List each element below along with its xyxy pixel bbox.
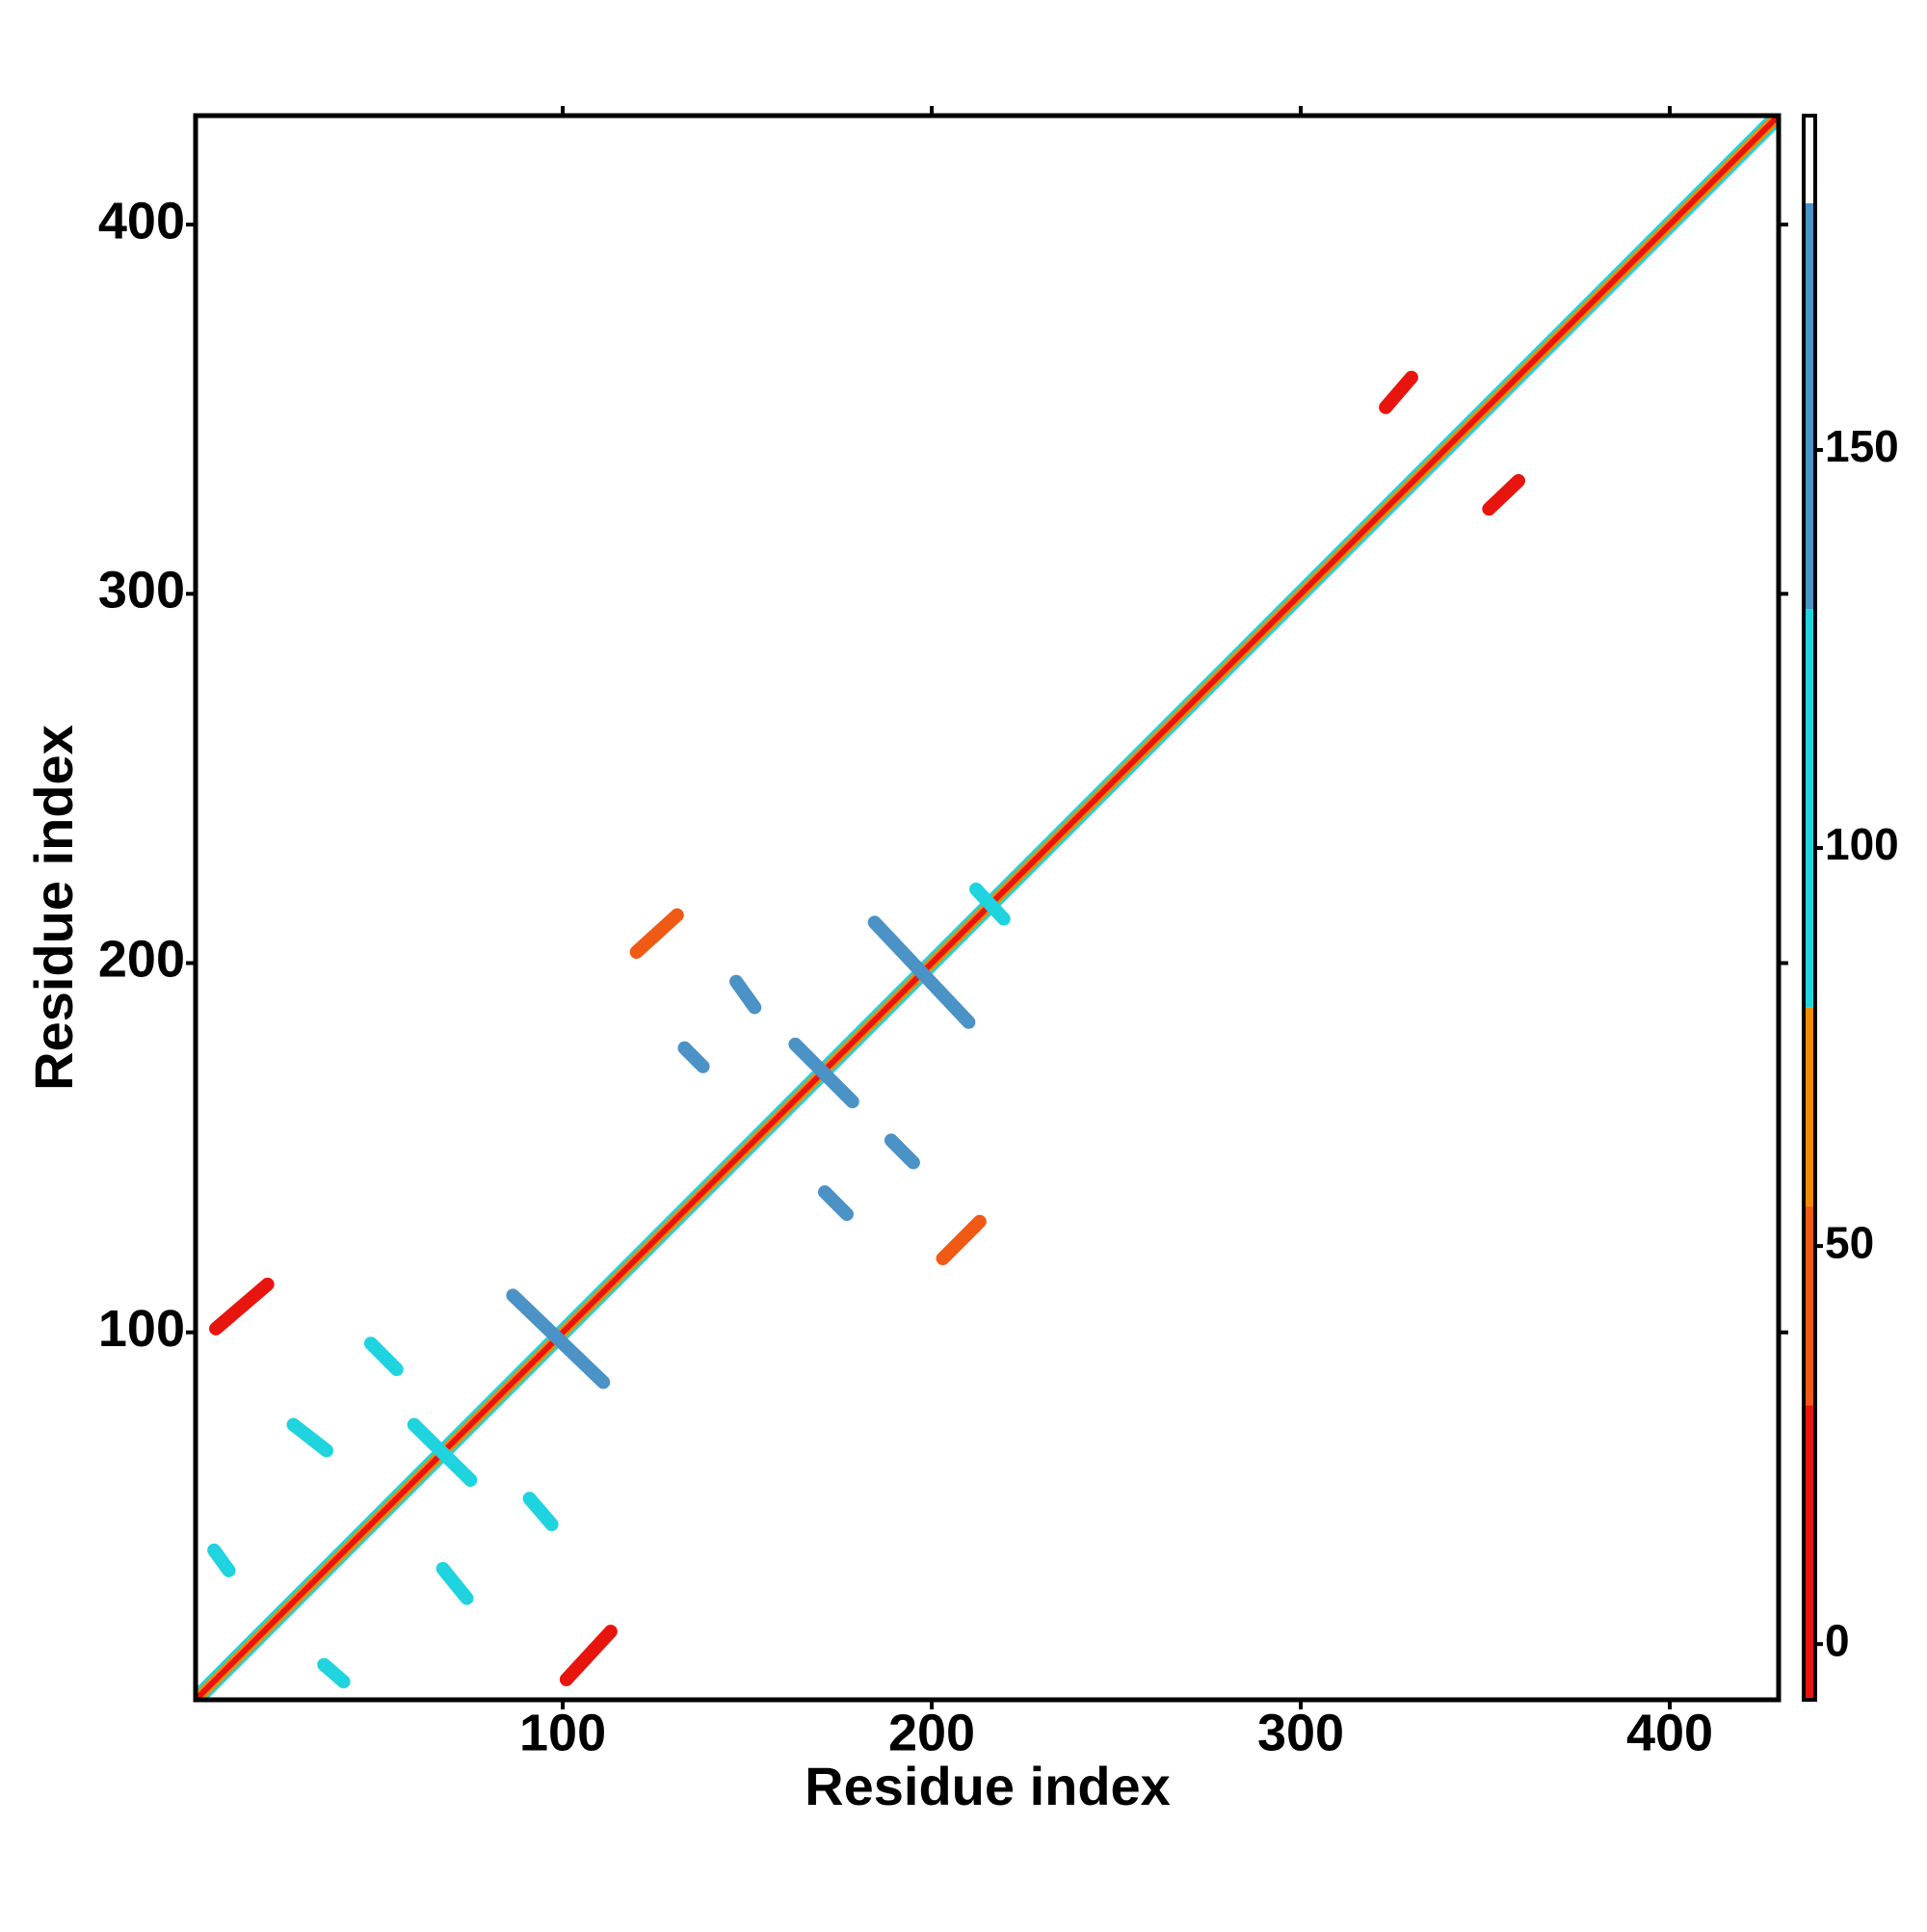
contact-segment	[936, 1214, 987, 1266]
colorbar-segment	[1804, 202, 1815, 610]
contact-segment	[506, 1288, 611, 1389]
contact-segment	[677, 1041, 710, 1073]
y-tick-label: 400	[98, 192, 185, 250]
colorbar-tick-label: 150	[1825, 421, 1899, 471]
x-tick-label: 100	[519, 1704, 606, 1761]
colorbar-tick-label: 0	[1825, 1615, 1850, 1665]
colorbar-tick-label: 50	[1825, 1217, 1874, 1267]
contact-segment	[729, 974, 762, 1015]
colorbar-tick-label: 100	[1825, 819, 1899, 869]
plot-area	[196, 116, 1779, 1700]
contact-segment	[884, 1133, 920, 1170]
contact-segment	[969, 882, 1011, 926]
contact-segment	[1482, 474, 1525, 516]
contact-segment	[209, 1277, 275, 1336]
contact-segment	[207, 1543, 236, 1577]
colorbar-segment	[1804, 1007, 1815, 1206]
colorbar-segment	[1804, 609, 1815, 1008]
contact-segment	[559, 1625, 618, 1686]
contact-segment	[817, 1185, 854, 1222]
y-tick-label: 200	[98, 931, 185, 989]
y-axis-title: Residue index	[23, 725, 84, 1091]
contact-segment	[788, 1037, 859, 1109]
contact-segment	[317, 1657, 351, 1689]
contact-segment	[522, 1492, 559, 1531]
x-tick-label: 300	[1257, 1704, 1344, 1761]
contact-segment	[867, 915, 976, 1029]
contact-segment	[1379, 370, 1418, 414]
y-tick-label: 300	[98, 562, 185, 620]
contact-segment	[286, 1417, 333, 1458]
colorbar-segment	[1804, 1405, 1815, 1700]
x-tick-label: 200	[888, 1704, 975, 1761]
contact-segment	[407, 1417, 478, 1487]
contact-segment	[363, 1337, 404, 1377]
colorbar-segment	[1804, 116, 1815, 203]
contact-segment	[629, 908, 684, 959]
colorbar-segment	[1804, 1205, 1815, 1406]
colorbar-frame	[1802, 114, 1817, 1702]
contact-segment	[436, 1561, 474, 1605]
x-axis-title: Residue index	[805, 1756, 1171, 1816]
plot-frame	[193, 113, 1782, 1703]
y-tick-label: 100	[98, 1300, 185, 1358]
x-tick-label: 400	[1626, 1704, 1713, 1761]
